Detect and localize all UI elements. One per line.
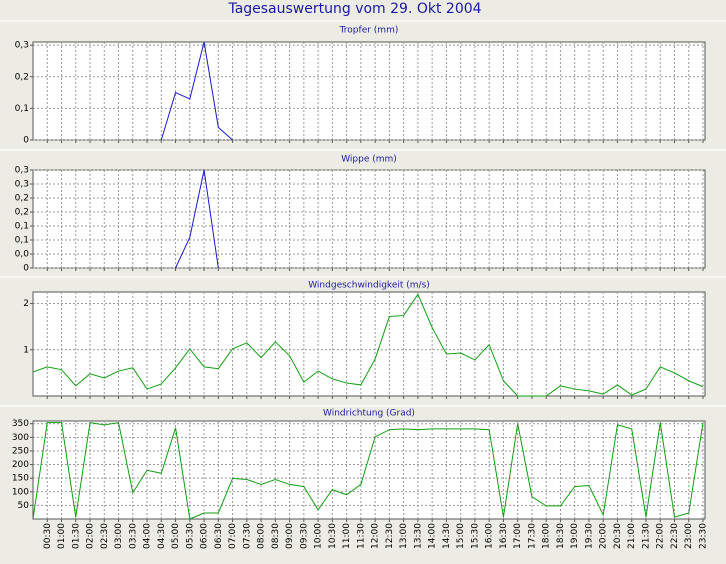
- x-tick-label: 02:00: [86, 523, 96, 549]
- y-tick-label: 0,3: [15, 41, 29, 51]
- x-tick-label: 10:00: [314, 523, 324, 549]
- x-tick-label: 14:30: [442, 523, 452, 549]
- y-tick-label: 0: [23, 264, 29, 274]
- y-tick-label: 0,1: [15, 222, 29, 232]
- panel-title: Tropfer (mm): [339, 26, 399, 36]
- y-tick-label: 250: [12, 446, 29, 456]
- y-tick-label: 0,0: [15, 250, 30, 260]
- x-tick-label: 04:30: [157, 523, 167, 549]
- x-tick-label: 14:00: [428, 523, 438, 549]
- y-tick-label: 0,2: [15, 72, 29, 82]
- data-line: [32, 293, 704, 397]
- x-tick-label: 00:30: [43, 523, 53, 549]
- x-tick-label: 01:30: [71, 523, 81, 549]
- x-tick-label: 06:00: [200, 523, 210, 549]
- data-line: [32, 422, 704, 520]
- x-tick-label: 03:00: [114, 523, 124, 549]
- y-tick-label: 50: [18, 501, 30, 511]
- x-tick-label: 08:00: [257, 523, 267, 549]
- plot-area: [32, 291, 706, 397]
- y-tick-label: 2: [23, 299, 29, 309]
- y-tick-label: 0,2: [15, 193, 29, 203]
- panel-title: Windrichtung (Grad): [323, 409, 415, 419]
- x-tick-label: 10:30: [328, 523, 338, 549]
- data-line: [160, 41, 233, 141]
- x-tick-label: 12:30: [385, 523, 395, 549]
- data-line: [175, 169, 219, 269]
- x-tick-label: 02:30: [100, 523, 110, 549]
- x-tick-label: 11:00: [342, 523, 352, 549]
- x-tick-label: 07:30: [242, 523, 252, 549]
- y-tick-label: 150: [12, 474, 29, 484]
- x-tick-label: 15:00: [456, 523, 466, 549]
- x-tick-label: 01:00: [57, 523, 67, 549]
- x-tick-label: 13:00: [399, 523, 409, 549]
- x-tick-label: 19:00: [570, 523, 580, 549]
- x-tick-label: 16:00: [485, 523, 495, 549]
- y-tick-label: 350: [12, 419, 29, 429]
- x-tick-label: 15:30: [470, 523, 480, 549]
- x-tick-label: 08:30: [271, 523, 281, 549]
- x-tick-label: 21:00: [627, 523, 637, 549]
- y-tick-label: 0,3: [15, 166, 29, 176]
- x-tick-label: 23:00: [684, 523, 694, 549]
- x-tick-label: 04:00: [143, 523, 153, 549]
- x-tick-label: 16:30: [499, 523, 509, 549]
- x-tick-label: 22:30: [670, 523, 680, 549]
- x-tick-label: 17:30: [527, 523, 537, 549]
- x-tick-label: 09:00: [285, 523, 295, 549]
- y-tick-label: 300: [12, 433, 29, 443]
- x-tick-label: 22:00: [656, 523, 666, 549]
- plot-area: [32, 420, 706, 520]
- y-tick-label: 200: [12, 460, 29, 470]
- x-tick-label: 05:30: [185, 523, 195, 549]
- x-tick-label: 20:00: [599, 523, 609, 549]
- x-tick-label: 03:30: [128, 523, 138, 549]
- x-tick-label: 18:00: [542, 523, 552, 549]
- y-tick-label: 0,1: [15, 236, 29, 246]
- page-title: Tagesauswertung vom 29. Okt 2004: [227, 1, 481, 17]
- plot-area: [32, 41, 706, 141]
- x-tick-label: 13:30: [413, 523, 423, 549]
- x-tick-label: 18:30: [556, 523, 566, 549]
- x-tick-label: 11:30: [356, 523, 366, 549]
- y-tick-label: 0: [23, 136, 29, 146]
- x-tick-label: 17:00: [513, 523, 523, 549]
- x-tick-label: 21:30: [641, 523, 651, 549]
- y-tick-label: 100: [12, 487, 29, 497]
- x-tick-label: 05:00: [171, 523, 181, 549]
- x-tick-label: 09:30: [299, 523, 309, 549]
- x-tick-label: 06:30: [214, 523, 224, 549]
- panel-title: Windgeschwindigkeit (m/s): [308, 281, 430, 291]
- panel-title: Wippe (mm): [341, 155, 397, 165]
- x-tick-label: 20:30: [613, 523, 623, 549]
- plot-area: [32, 169, 706, 269]
- y-tick-label: 0,2: [15, 207, 29, 217]
- x-tick-label: 07:00: [228, 523, 238, 549]
- y-tick-label: 0,3: [15, 179, 29, 189]
- x-tick-label: 19:30: [584, 523, 594, 549]
- x-tick-label: 12:00: [371, 523, 381, 549]
- x-tick-label: 23:30: [699, 523, 709, 549]
- y-tick-label: 1: [23, 345, 29, 355]
- y-tick-label: 0,1: [15, 104, 29, 114]
